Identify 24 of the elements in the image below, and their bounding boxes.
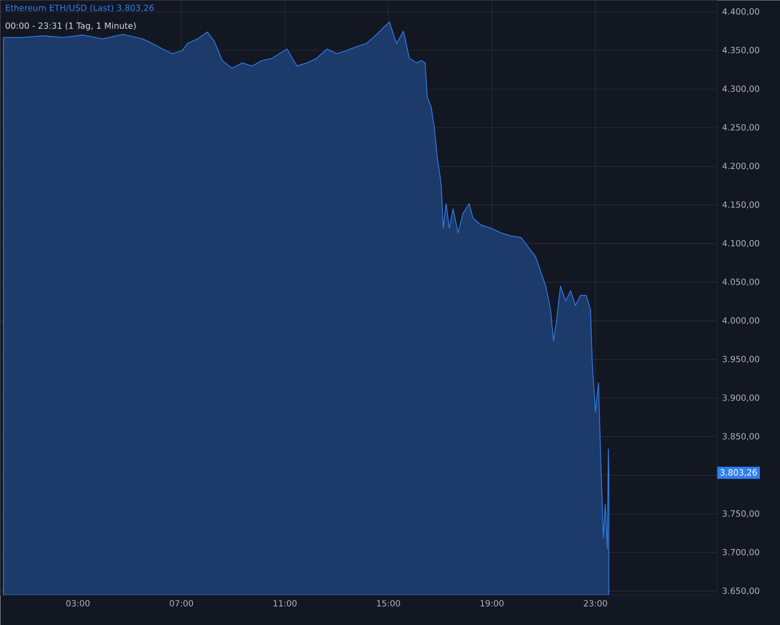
text: 00:00 - 23:31 (1 Tag, 1 Minute) [6,22,136,30]
y-tick-label: 4.350,00 [722,46,760,54]
y-tick-label: 4.000,00 [722,317,760,324]
y-tick-label: 3.900,00 [722,394,760,402]
y-tick-label: 3.750,00 [722,510,760,518]
text: 3.803,26 [720,469,757,476]
y-tick-label: 4.200,00 [722,162,760,170]
x-tick-label: 19:00 [480,600,504,606]
y-tick-label: 4.250,00 [722,124,760,132]
x-tick-label: 07:00 [170,600,194,606]
y-tick-label: 4.400,00 [722,8,760,16]
x-tick-label: 03:00 [66,600,90,606]
x-tick-label: 23:00 [584,600,608,606]
y-tick-label: 4.150,00 [722,201,760,209]
y-tick-label: 4.300,00 [722,85,760,93]
x-tick-label: 11:00 [274,600,297,606]
y-tick-label: 4.100,00 [722,240,760,248]
chart-title: Ethereum ETH/USD (Last) 3.803,26 [6,4,154,12]
x-tick-label: 15:00 [377,600,400,606]
y-tick-label: 4.050,00 [722,278,760,286]
y-tick-label: 3.700,00 [722,548,760,556]
y-tick-label: 3.650,00 [722,588,760,595]
y-tick-label: 3.950,00 [722,356,760,364]
y-tick-label: 3.850,00 [722,433,760,440]
